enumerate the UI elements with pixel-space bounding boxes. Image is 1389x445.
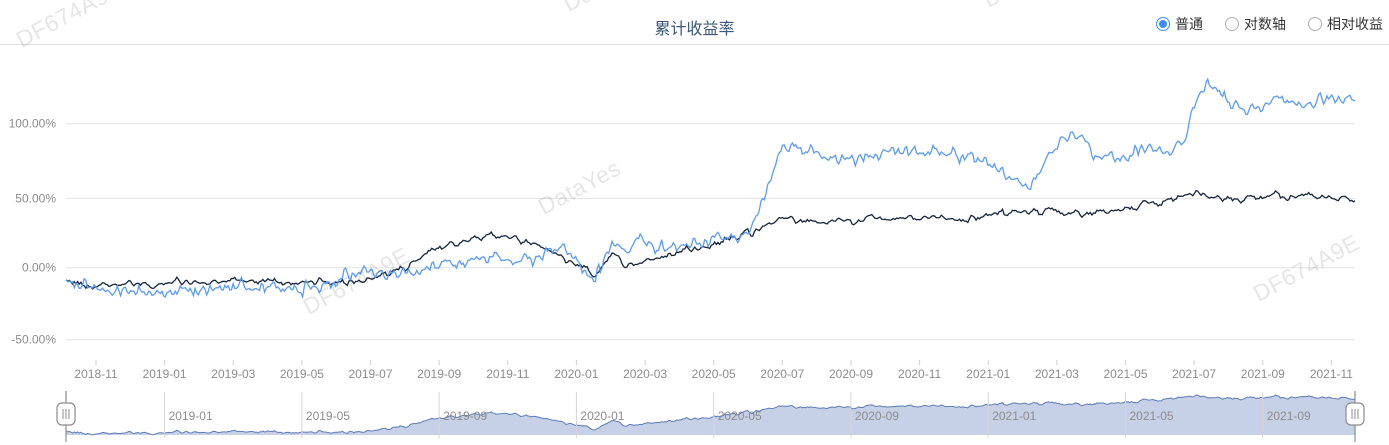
svg-text:2020-11: 2020-11 — [898, 367, 941, 381]
svg-text:2019-05: 2019-05 — [306, 409, 350, 423]
svg-text:2019-07: 2019-07 — [348, 367, 392, 381]
svg-text:2021-09: 2021-09 — [1241, 367, 1285, 381]
svg-text:2020-09: 2020-09 — [829, 367, 873, 381]
svg-text:2020-07: 2020-07 — [760, 367, 804, 381]
svg-text:2019-01: 2019-01 — [143, 367, 187, 381]
svg-text:2020-03: 2020-03 — [623, 367, 667, 381]
svg-text:2020-05: 2020-05 — [692, 367, 736, 381]
svg-text:100.00%: 100.00% — [9, 117, 57, 131]
svg-text:2021-09: 2021-09 — [1267, 409, 1311, 423]
svg-text:2021-07: 2021-07 — [1172, 367, 1216, 381]
svg-text:2019-01: 2019-01 — [169, 409, 213, 423]
svg-text:2019-03: 2019-03 — [211, 367, 255, 381]
svg-text:2021-01: 2021-01 — [992, 409, 1036, 423]
svg-text:2020-05: 2020-05 — [718, 409, 762, 423]
svg-text:0.00%: 0.00% — [22, 261, 56, 275]
svg-text:2021-03: 2021-03 — [1035, 367, 1079, 381]
svg-text:2019-05: 2019-05 — [280, 367, 324, 381]
svg-text:2021-05: 2021-05 — [1103, 367, 1147, 381]
svg-text:2020-01: 2020-01 — [554, 367, 598, 381]
svg-text:2021-01: 2021-01 — [966, 367, 1010, 381]
svg-text:2018-11: 2018-11 — [74, 367, 117, 381]
svg-text:2020-01: 2020-01 — [580, 409, 624, 423]
svg-text:2021-11: 2021-11 — [1310, 367, 1353, 381]
svg-text:50.00%: 50.00% — [15, 191, 56, 205]
svg-text:2019-09: 2019-09 — [443, 409, 487, 423]
svg-text:2020-09: 2020-09 — [855, 409, 899, 423]
svg-text:2021-05: 2021-05 — [1130, 409, 1174, 423]
svg-text:2019-11: 2019-11 — [486, 367, 529, 381]
svg-text:-50.00%: -50.00% — [11, 333, 56, 347]
svg-text:2019-09: 2019-09 — [417, 367, 461, 381]
